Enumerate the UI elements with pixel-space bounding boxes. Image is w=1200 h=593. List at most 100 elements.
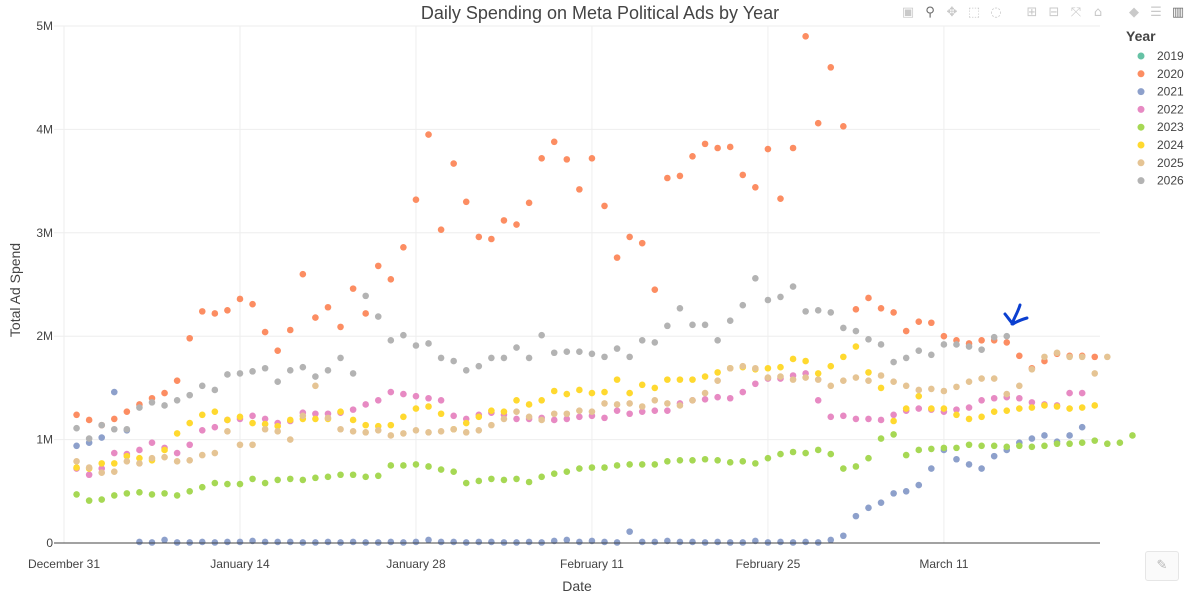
legend-marker[interactable] [1137, 159, 1145, 167]
point-2021[interactable] [110, 388, 118, 396]
point-2020[interactable] [550, 138, 558, 146]
point-2025[interactable] [236, 441, 244, 449]
point-2020[interactable] [865, 294, 872, 302]
point-2023[interactable] [299, 476, 307, 484]
point-2025[interactable] [1053, 349, 1061, 357]
point-2021[interactable] [1066, 432, 1073, 439]
point-2023[interactable] [928, 445, 935, 453]
point-2025[interactable] [312, 382, 319, 390]
point-2024[interactable] [173, 430, 181, 437]
point-2023[interactable] [110, 492, 118, 499]
point-2024[interactable] [928, 405, 935, 412]
point-2023[interactable] [98, 496, 106, 503]
point-2023[interactable] [978, 442, 985, 450]
point-2020[interactable] [1091, 353, 1099, 361]
point-2023[interactable] [123, 490, 131, 497]
point-2023[interactable] [412, 461, 420, 468]
point-2021[interactable] [915, 481, 923, 489]
point-2026[interactable] [525, 354, 533, 362]
point-2021[interactable] [865, 504, 872, 512]
point-2020[interactable] [274, 347, 281, 354]
legend-marker[interactable] [1137, 70, 1145, 78]
point-2020[interactable] [890, 309, 897, 316]
point-2023[interactable] [865, 454, 872, 462]
legend-marker[interactable] [1137, 177, 1145, 185]
point-2023[interactable] [915, 446, 923, 454]
point-2024[interactable] [186, 419, 193, 427]
point-2021[interactable] [148, 539, 156, 546]
point-2021[interactable] [236, 538, 244, 546]
point-2024[interactable] [601, 388, 608, 396]
point-2022[interactable] [814, 397, 822, 404]
point-2024[interactable] [286, 416, 294, 424]
point-2020[interactable] [324, 303, 332, 311]
point-2025[interactable] [261, 425, 269, 433]
point-2023[interactable] [752, 460, 759, 467]
point-2021[interactable] [500, 539, 508, 546]
point-2022[interactable] [563, 415, 571, 423]
point-2023[interactable] [437, 466, 445, 473]
point-2022[interactable] [726, 394, 734, 402]
point-2021[interactable] [211, 539, 219, 546]
point-2024[interactable] [626, 389, 633, 397]
point-2026[interactable] [450, 357, 457, 365]
point-2022[interactable] [701, 395, 709, 403]
point-2023[interactable] [1116, 439, 1124, 447]
point-2023[interactable] [161, 490, 168, 497]
point-2025[interactable] [1016, 382, 1023, 390]
point-2026[interactable] [110, 425, 118, 433]
point-2025[interactable] [714, 377, 721, 384]
point-2021[interactable] [764, 539, 772, 546]
point-2026[interactable] [412, 342, 420, 349]
point-2021[interactable] [739, 539, 747, 546]
point-2022[interactable] [638, 408, 646, 415]
point-2021[interactable] [777, 538, 784, 546]
point-2020[interactable] [475, 233, 483, 241]
point-2022[interactable] [965, 404, 973, 411]
point-2021[interactable] [651, 538, 659, 546]
point-2022[interactable] [613, 407, 621, 414]
point-2021[interactable] [852, 512, 860, 520]
point-2025[interactable] [299, 412, 307, 420]
point-2020[interactable] [387, 276, 395, 283]
point-2025[interactable] [664, 400, 671, 407]
point-2024[interactable] [877, 384, 885, 392]
point-2023[interactable] [1078, 439, 1086, 447]
point-2024[interactable] [1041, 402, 1048, 409]
point-2024[interactable] [802, 357, 809, 365]
point-2026[interactable] [588, 350, 596, 358]
point-2026[interactable] [299, 363, 307, 371]
point-2023[interactable] [726, 459, 734, 466]
point-2024[interactable] [538, 397, 545, 404]
point-2023[interactable] [576, 465, 583, 472]
point-2025[interactable] [362, 429, 369, 436]
point-2025[interactable] [374, 426, 382, 434]
point-2020[interactable] [186, 334, 193, 342]
point-2026[interactable] [462, 367, 470, 374]
point-2022[interactable] [211, 423, 219, 431]
point-2021[interactable] [928, 465, 935, 472]
point-2022[interactable] [865, 415, 872, 423]
point-2023[interactable] [198, 483, 206, 491]
point-2025[interactable] [550, 410, 558, 418]
pencil-icon[interactable]: ✎ [1145, 551, 1179, 581]
point-2023[interactable] [349, 471, 357, 479]
point-2020[interactable] [940, 332, 948, 340]
point-2023[interactable] [802, 449, 809, 457]
point-2021[interactable] [990, 452, 998, 460]
point-2022[interactable] [990, 394, 998, 402]
point-2023[interactable] [274, 476, 281, 484]
point-2021[interactable] [626, 528, 633, 535]
point-2025[interactable] [953, 383, 960, 391]
point-2022[interactable] [1016, 394, 1023, 402]
point-2020[interactable] [978, 337, 985, 344]
point-2026[interactable] [764, 296, 772, 304]
point-2024[interactable] [412, 405, 420, 412]
point-2026[interactable] [752, 274, 759, 282]
legend-item[interactable]: 2026 [1157, 174, 1184, 188]
point-2025[interactable] [85, 464, 93, 471]
zoom-out-icon[interactable]: ⊟ [1048, 5, 1060, 20]
point-2020[interactable] [689, 152, 696, 160]
point-2025[interactable] [349, 428, 357, 435]
point-2022[interactable] [312, 410, 319, 418]
